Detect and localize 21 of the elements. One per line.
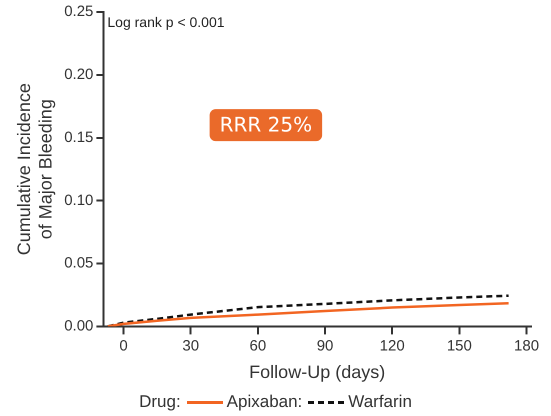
y-tick-label: 0.25 [64, 3, 94, 20]
y-tick-label: 0.15 [64, 128, 94, 146]
legend-title: Drug: [139, 392, 181, 412]
legend-label: Warfarin [347, 392, 412, 412]
y-tick-label: 0.05 [64, 254, 94, 272]
line-series [106, 294, 510, 326]
annotation: Log rank p < 0.001 [107, 14, 225, 30]
y-tick-label: 0.10 [64, 192, 94, 209]
legend-label: Apixaban: [226, 392, 302, 412]
x-axis-title: Follow-Up (days) [249, 362, 386, 382]
x-tick-label: 0 [119, 338, 128, 355]
x-tick-label: 180 [514, 338, 540, 355]
y-tick-label: 0.00 [64, 318, 94, 335]
x-tick-label: 30 [182, 338, 200, 355]
x-tick-label: 150 [446, 338, 472, 355]
annotation: RRR 25% [220, 112, 312, 136]
x-tick-label: 90 [316, 338, 334, 355]
x-tick-label: 60 [250, 338, 266, 355]
x-tick-label: 120 [380, 338, 405, 355]
y-axis-title: Cumulative Incidence of Major Bleeding [14, 83, 56, 256]
y-tick-label: 0.20 [64, 66, 94, 84]
